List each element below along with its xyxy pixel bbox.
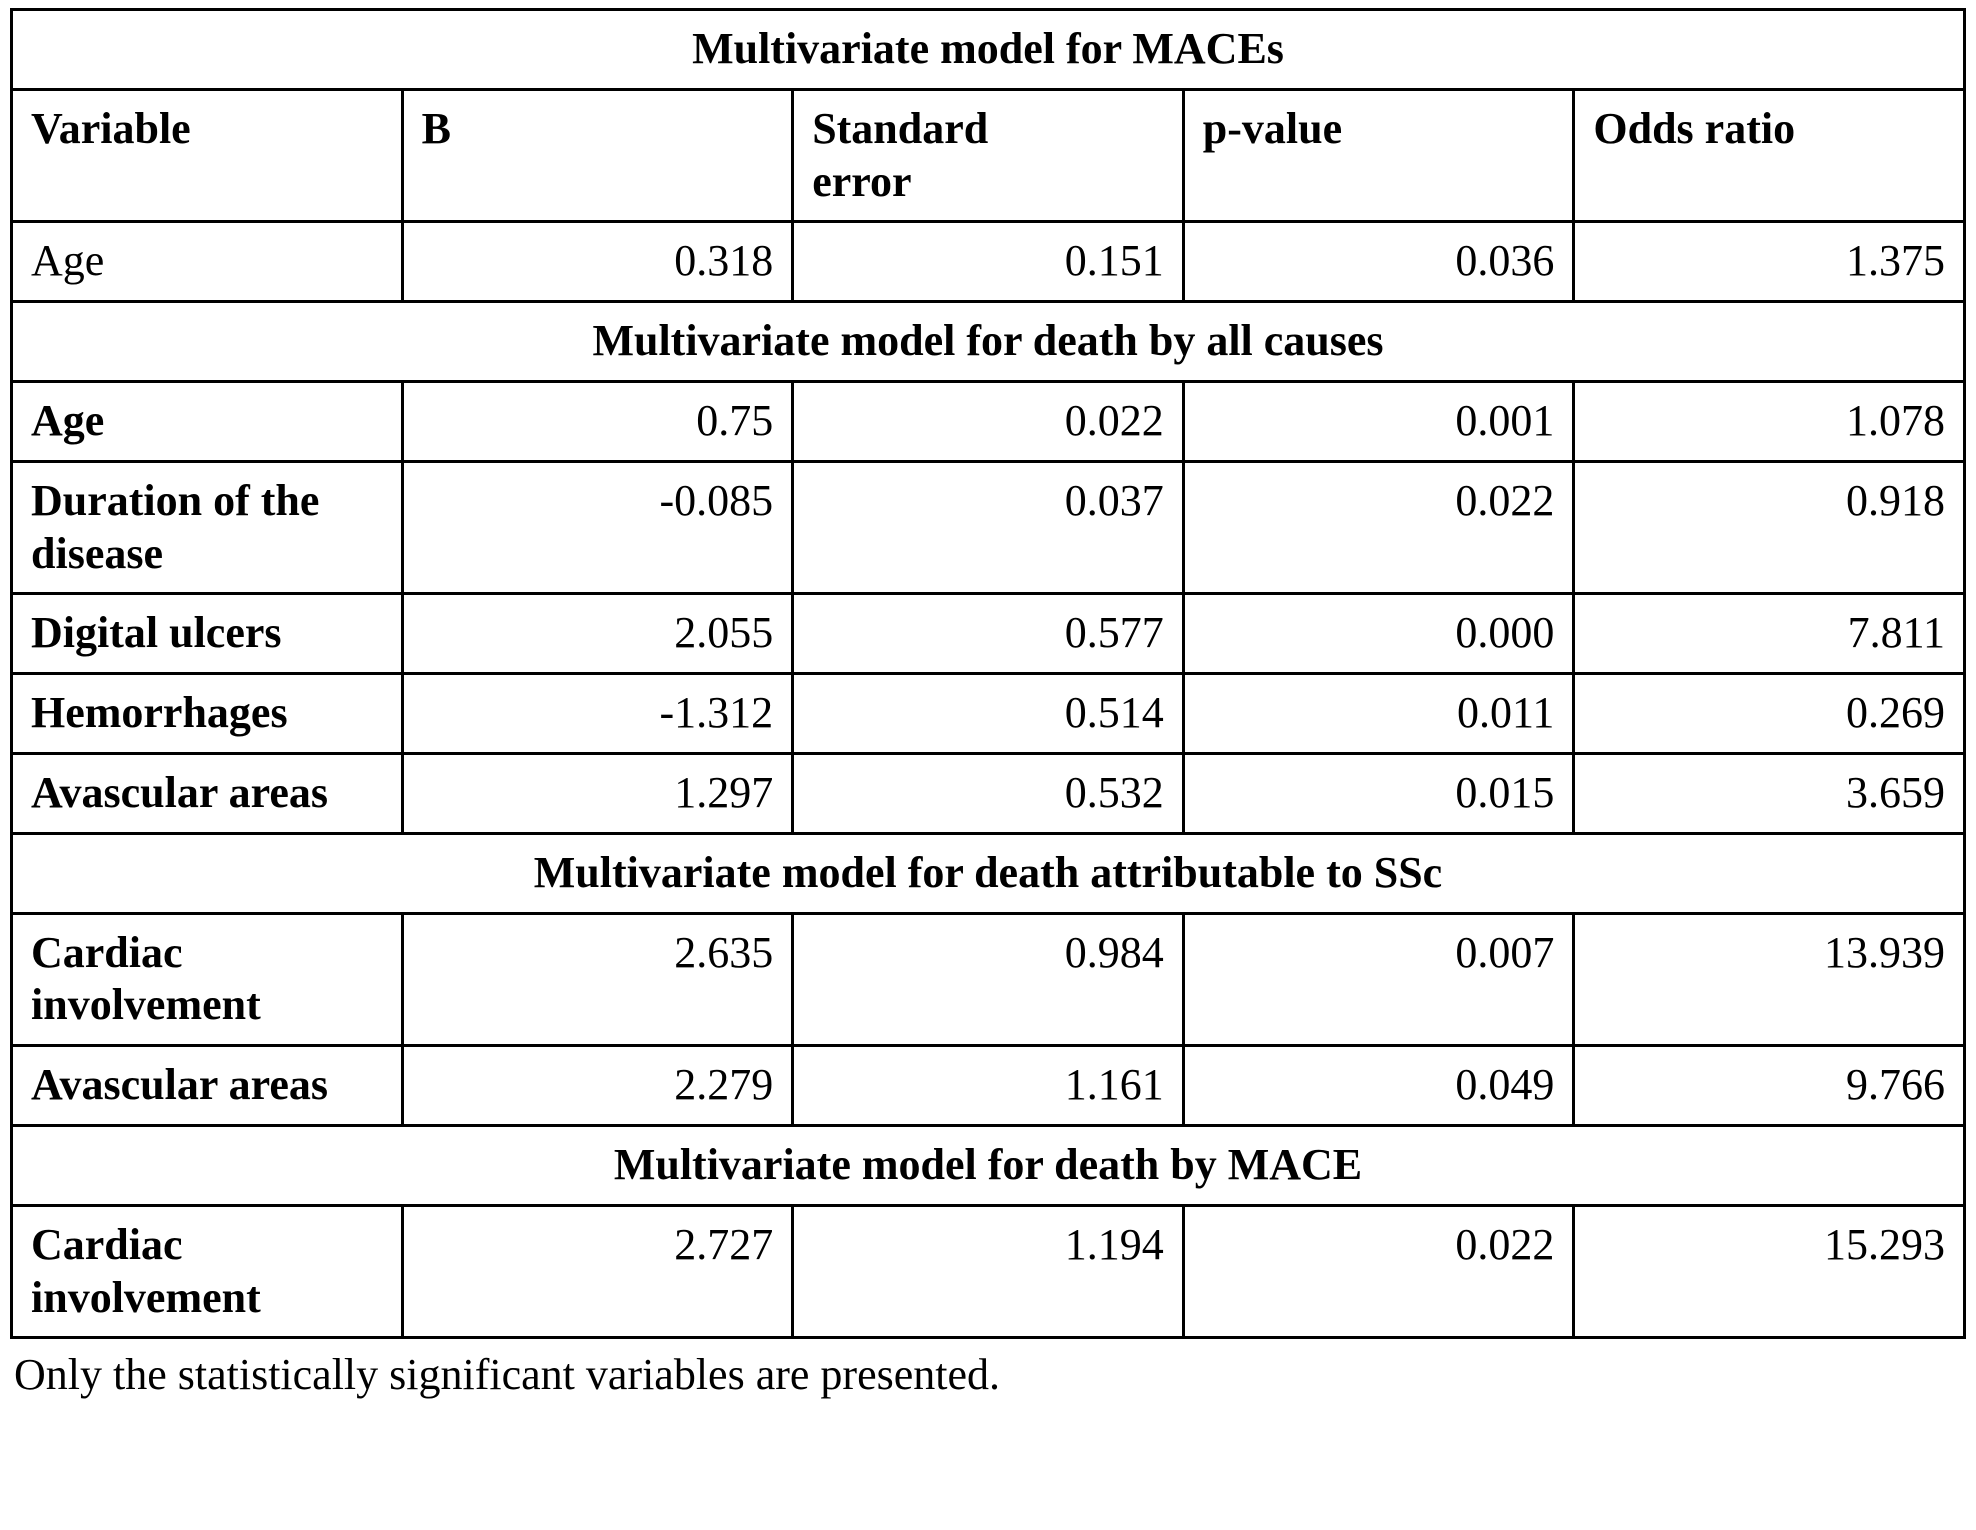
- cell-standard-error: 0.151: [791, 220, 1185, 304]
- section-title-row: Multivariate model for MACEs: [10, 8, 1966, 91]
- cell-odds-ratio: 1.375: [1572, 220, 1966, 304]
- table-row-duration: Duration of the disease -0.085 0.037 0.0…: [10, 459, 1966, 596]
- row-label: Age: [31, 236, 105, 286]
- row-label-cell: Age: [10, 220, 404, 304]
- page: Multivariate model for MACEs Variable B …: [10, 8, 1966, 1400]
- cell-p-value: 0.022: [1181, 459, 1576, 596]
- section-title-row: Multivariate model for death by MACE: [10, 1123, 1966, 1207]
- cell-p-value: 0.022: [1181, 1203, 1576, 1340]
- cell-odds-ratio: 9.766: [1572, 1044, 1966, 1127]
- cell-odds-ratio: 0.918: [1572, 459, 1966, 596]
- section-title-death-all-causes: Multivariate model for death by all caus…: [10, 300, 1966, 383]
- header-row: Variable B Standard error p-value Odds r…: [10, 87, 1966, 224]
- table-row-avascular-areas-death: Avascular areas 1.297 0.532 0.015 3.659: [10, 751, 1966, 835]
- cell-b: -0.085: [400, 459, 795, 596]
- row-label: Digital ulcers: [31, 608, 282, 658]
- row-label-cell: Age: [10, 379, 404, 463]
- cell-standard-error: 0.022: [791, 379, 1185, 463]
- cell-b: 2.055: [400, 592, 795, 676]
- cell-b: 2.279: [400, 1044, 795, 1127]
- row-label: Cardiac involvement: [31, 927, 261, 1030]
- cell-b: 2.727: [400, 1203, 795, 1340]
- row-label: Age: [31, 395, 105, 445]
- cell-b: 1.297: [400, 751, 795, 835]
- cell-b: 0.75: [400, 379, 795, 463]
- cell-p-value: 0.011: [1181, 672, 1576, 755]
- cell-standard-error: 1.194: [791, 1203, 1185, 1340]
- col-header-standard-error-label: Standard error: [812, 103, 989, 206]
- row-label-cell: Digital ulcers: [10, 592, 404, 676]
- col-header-b: B: [400, 87, 795, 224]
- cell-p-value: 0.036: [1181, 220, 1576, 304]
- col-header-variable: Variable: [10, 87, 404, 224]
- cell-odds-ratio: 15.293: [1572, 1203, 1966, 1340]
- col-header-b-label: B: [421, 103, 451, 153]
- cell-b: 0.318: [400, 220, 795, 304]
- cell-b: -1.312: [400, 672, 795, 755]
- col-header-standard-error: Standard error: [791, 87, 1185, 224]
- col-header-variable-label: Variable: [31, 103, 191, 153]
- row-label-cell: Avascular areas: [10, 1044, 404, 1127]
- table-row-cardiac-ssc: Cardiac involvement 2.635 0.984 0.007 13…: [10, 911, 1966, 1048]
- col-header-odds-ratio-label: Odds ratio: [1593, 103, 1796, 153]
- cell-p-value: 0.015: [1181, 751, 1576, 835]
- cell-p-value: 0.001: [1181, 379, 1576, 463]
- cell-standard-error: 0.577: [791, 592, 1185, 676]
- table-row-hemorrhages: Hemorrhages -1.312 0.514 0.011 0.269: [10, 672, 1966, 755]
- cell-odds-ratio: 0.269: [1572, 672, 1966, 755]
- cell-p-value: 0.000: [1181, 592, 1576, 676]
- row-label: Avascular areas: [31, 767, 328, 817]
- table-row-cardiac-mace: Cardiac involvement 2.727 1.194 0.022 15…: [10, 1203, 1966, 1340]
- row-label-cell: Duration of the disease: [10, 459, 404, 596]
- table-row-digital-ulcers: Digital ulcers 2.055 0.577 0.000 7.811: [10, 592, 1966, 676]
- col-header-p-value: p-value: [1181, 87, 1576, 224]
- table-row-avascular-areas-ssc: Avascular areas 2.279 1.161 0.049 9.766: [10, 1044, 1966, 1127]
- row-label: Avascular areas: [31, 1060, 328, 1110]
- cell-standard-error: 0.037: [791, 459, 1185, 596]
- row-label-cell: Hemorrhages: [10, 672, 404, 755]
- row-label: Duration of the disease: [31, 475, 320, 578]
- col-header-odds-ratio: Odds ratio: [1572, 87, 1966, 224]
- section-title-row: Multivariate model for death by all caus…: [10, 300, 1966, 383]
- cell-standard-error: 1.161: [791, 1044, 1185, 1127]
- row-label-cell: Cardiac involvement: [10, 911, 404, 1048]
- row-label-cell: Avascular areas: [10, 751, 404, 835]
- col-header-p-value-label: p-value: [1202, 103, 1343, 153]
- cell-odds-ratio: 13.939: [1572, 911, 1966, 1048]
- cell-standard-error: 0.532: [791, 751, 1185, 835]
- section-title-death-mace: Multivariate model for death by MACE: [10, 1123, 1966, 1207]
- section-title-death-ssc: Multivariate model for death attributabl…: [10, 831, 1966, 915]
- cell-p-value: 0.007: [1181, 911, 1576, 1048]
- multivariate-results-table: Multivariate model for MACEs Variable B …: [10, 8, 1966, 1340]
- section-title-maces: Multivariate model for MACEs: [10, 8, 1966, 91]
- cell-b: 2.635: [400, 911, 795, 1048]
- table-row-age-mace: Age 0.318 0.151 0.036 1.375: [10, 220, 1966, 304]
- cell-p-value: 0.049: [1181, 1044, 1576, 1127]
- row-label-cell: Cardiac involvement: [10, 1203, 404, 1340]
- cell-odds-ratio: 7.811: [1572, 592, 1966, 676]
- row-label: Cardiac involvement: [31, 1219, 261, 1322]
- section-title-row: Multivariate model for death attributabl…: [10, 831, 1966, 915]
- cell-odds-ratio: 1.078: [1572, 379, 1966, 463]
- row-label: Hemorrhages: [31, 688, 288, 738]
- cell-odds-ratio: 3.659: [1572, 751, 1966, 835]
- table-row-age-death: Age 0.75 0.022 0.001 1.078: [10, 379, 1966, 463]
- cell-standard-error: 0.514: [791, 672, 1185, 755]
- table-footnote: Only the statistically significant varia…: [14, 1350, 1001, 1400]
- cell-standard-error: 0.984: [791, 911, 1185, 1048]
